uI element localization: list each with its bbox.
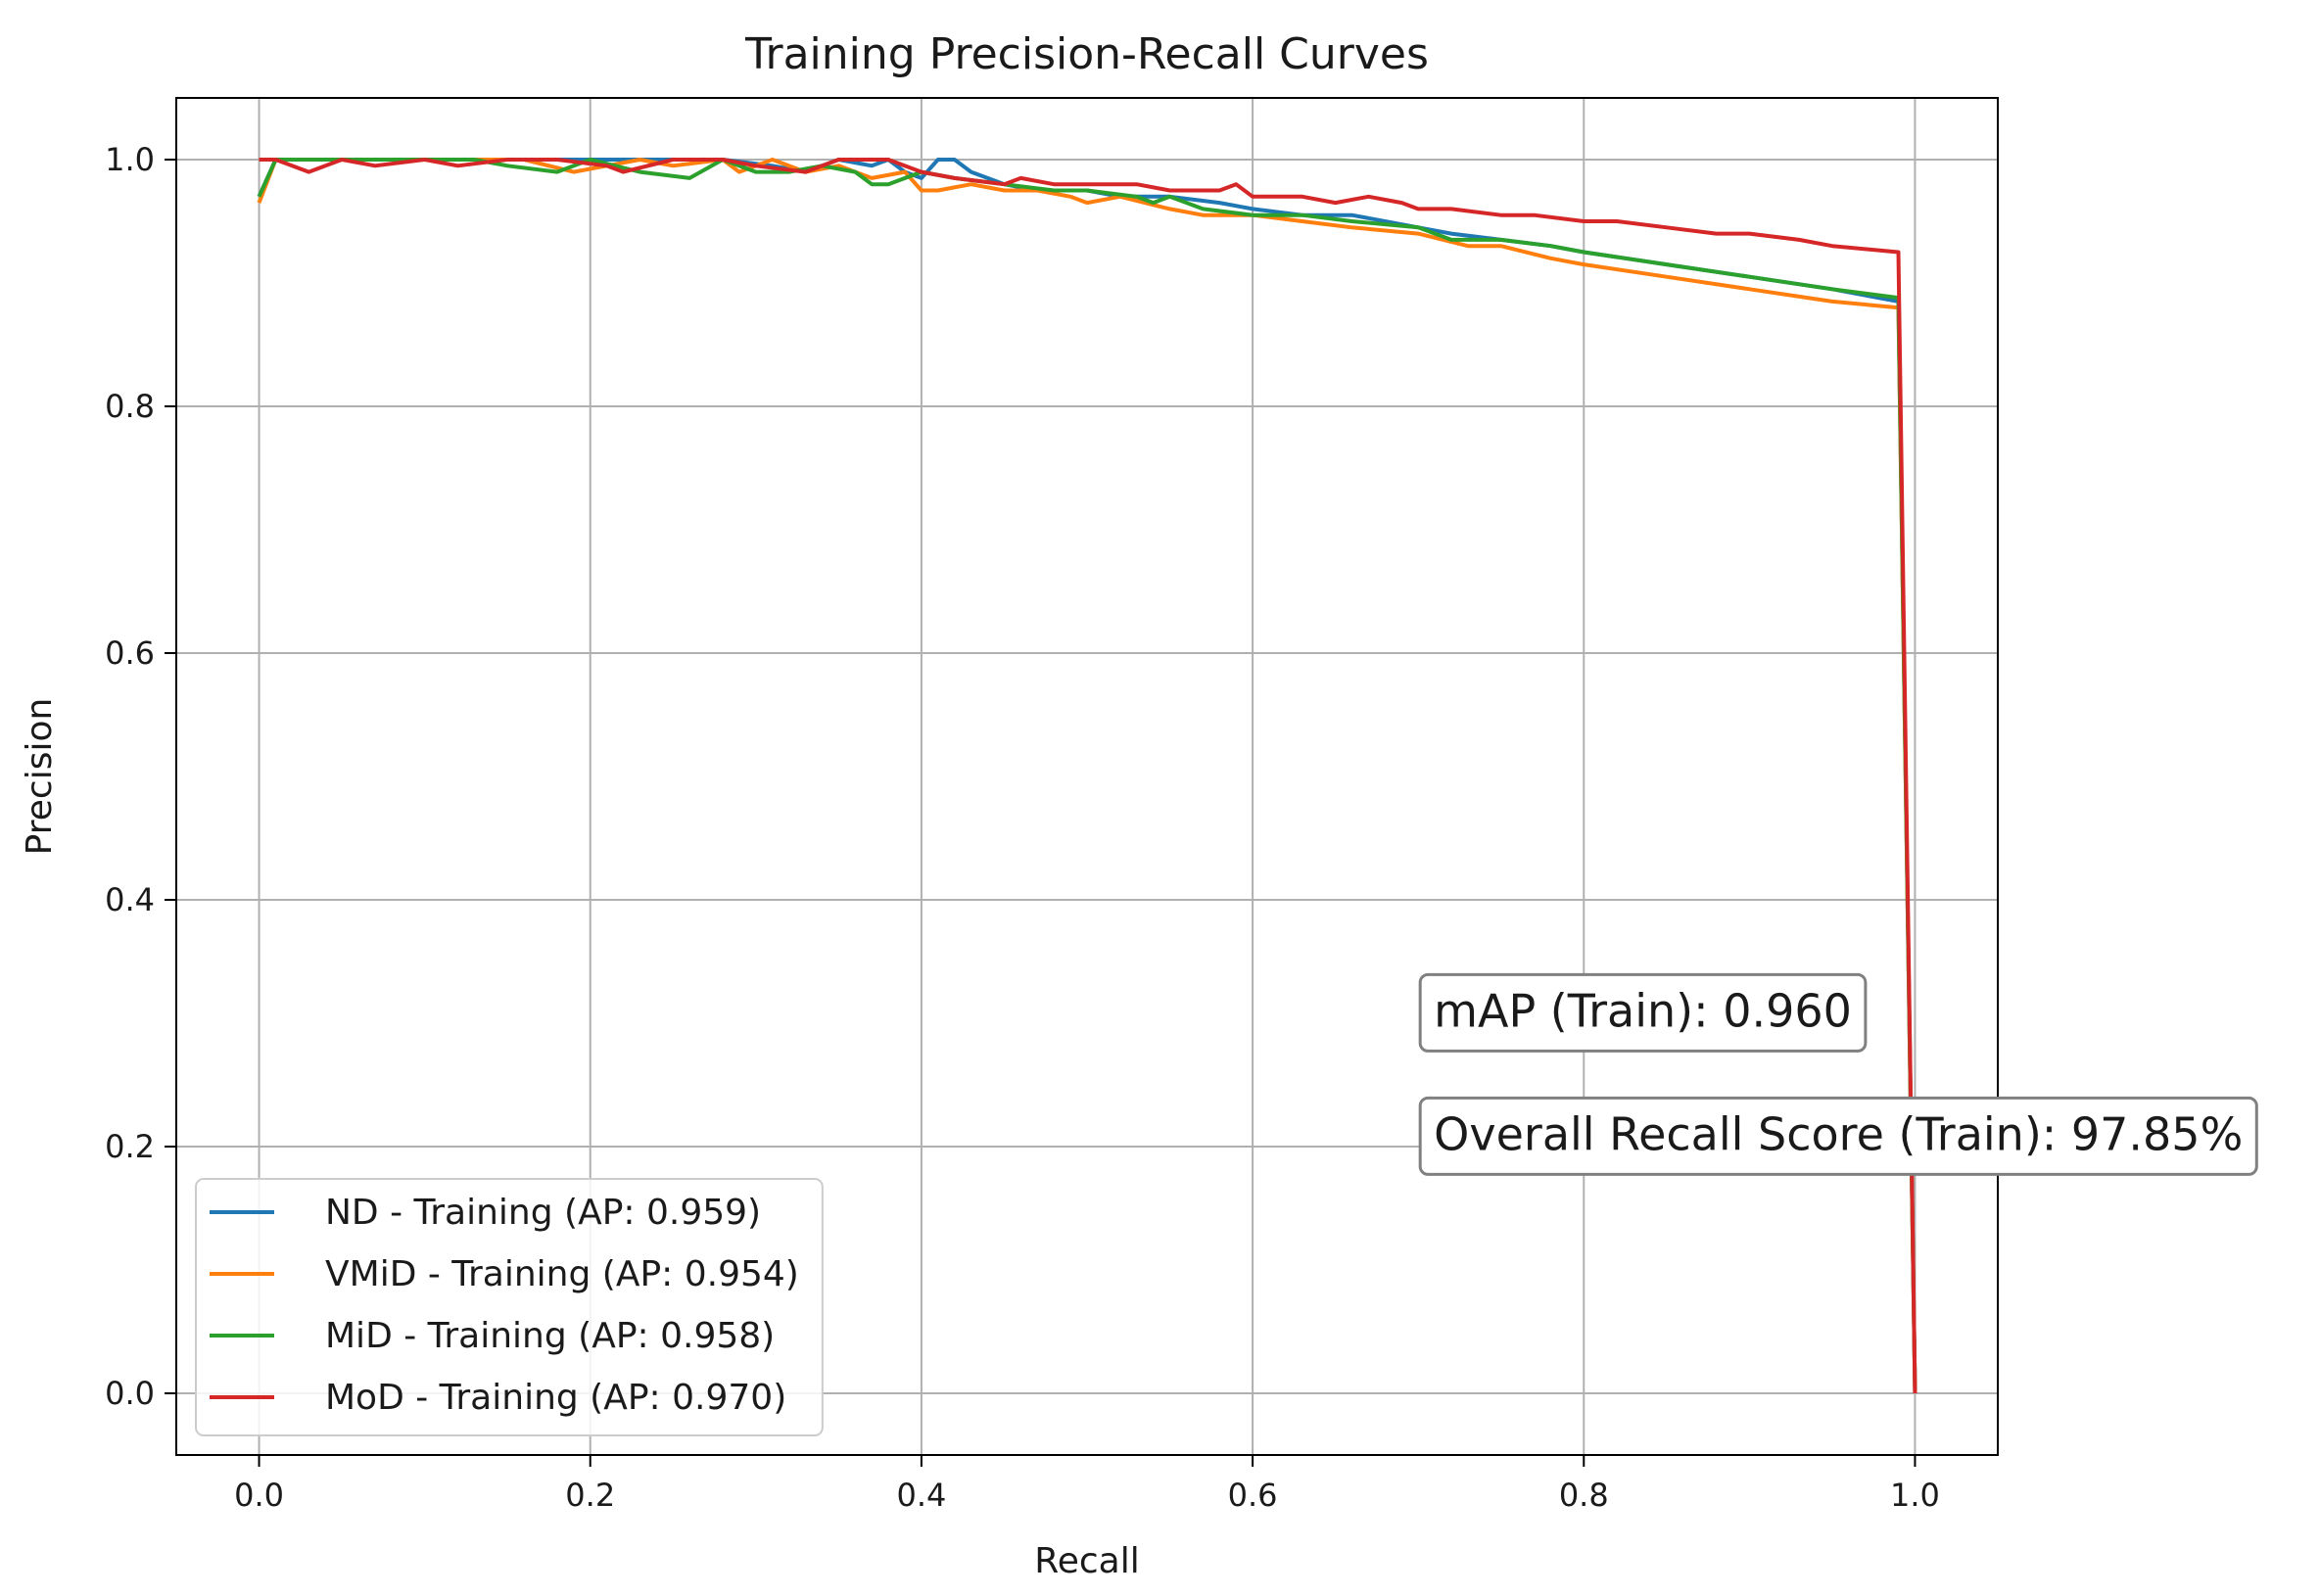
chart-title: Training Precision-Recall Curves (744, 29, 1429, 79)
annotation-frame (1418, 972, 1868, 1053)
y-tick-label: 0.0 (105, 1375, 155, 1412)
legend-item: VMiD - Training (AP: 0.954) (210, 1254, 799, 1294)
x-tick-label: 0.4 (896, 1477, 946, 1514)
annotation-frame (1418, 1096, 2258, 1176)
x-axis-label: Recall (1034, 1541, 1139, 1581)
y-tick-label: 0.8 (105, 388, 155, 425)
legend-label: VMiD - Training (AP: 0.954) (325, 1254, 799, 1294)
legend-label: MoD - Training (AP: 0.970) (325, 1378, 786, 1418)
y-tick-label: 1.0 (105, 141, 155, 178)
grid (176, 98, 1998, 1455)
axes-frame (175, 97, 1999, 1456)
annotation-box: Overall Recall Score (Train): 97.85% (1418, 1096, 2258, 1176)
ticks: 0.0 0.2 0.4 0.6 0.8 1.0 0.0 0.2 0.4 0.6 0.8 1.0 (105, 141, 1940, 1514)
series-lines (257, 158, 1917, 1394)
y-tick-label: 0.6 (105, 634, 155, 672)
y-axis-label: Precision (20, 698, 60, 856)
annotations: mAP (Train): 0.960 Overall Recall Score (… (1418, 972, 2258, 1176)
x-tick-label: 0.8 (1559, 1477, 1609, 1514)
x-tick-label: 0.0 (234, 1477, 284, 1514)
x-tick-label: 1.0 (1890, 1477, 1940, 1514)
legend-item: MiD - Training (AP: 0.958) (210, 1316, 775, 1356)
y-tick-label: 0.4 (105, 881, 155, 918)
annotation-text: mAP (Train): 0.960 (1434, 984, 1852, 1037)
legend: ND - Training (AP: 0.959) VMiD - Training… (195, 1178, 824, 1436)
series-line-mod (259, 158, 1917, 1394)
legend-item: MoD - Training (AP: 0.970) (210, 1378, 786, 1418)
legend-frame (195, 1178, 824, 1436)
annotation-text: Overall Recall Score (Train): 97.85% (1434, 1107, 2243, 1160)
x-tick-label: 0.6 (1228, 1477, 1278, 1514)
legend-label: ND - Training (AP: 0.959) (325, 1193, 761, 1233)
x-tick-label: 0.2 (565, 1477, 615, 1514)
y-tick-label: 0.2 (105, 1128, 155, 1165)
legend-item: ND - Training (AP: 0.959) (210, 1193, 761, 1233)
legend-label: MiD - Training (AP: 0.958) (325, 1316, 775, 1356)
annotation-box: mAP (Train): 0.960 (1418, 972, 1868, 1053)
